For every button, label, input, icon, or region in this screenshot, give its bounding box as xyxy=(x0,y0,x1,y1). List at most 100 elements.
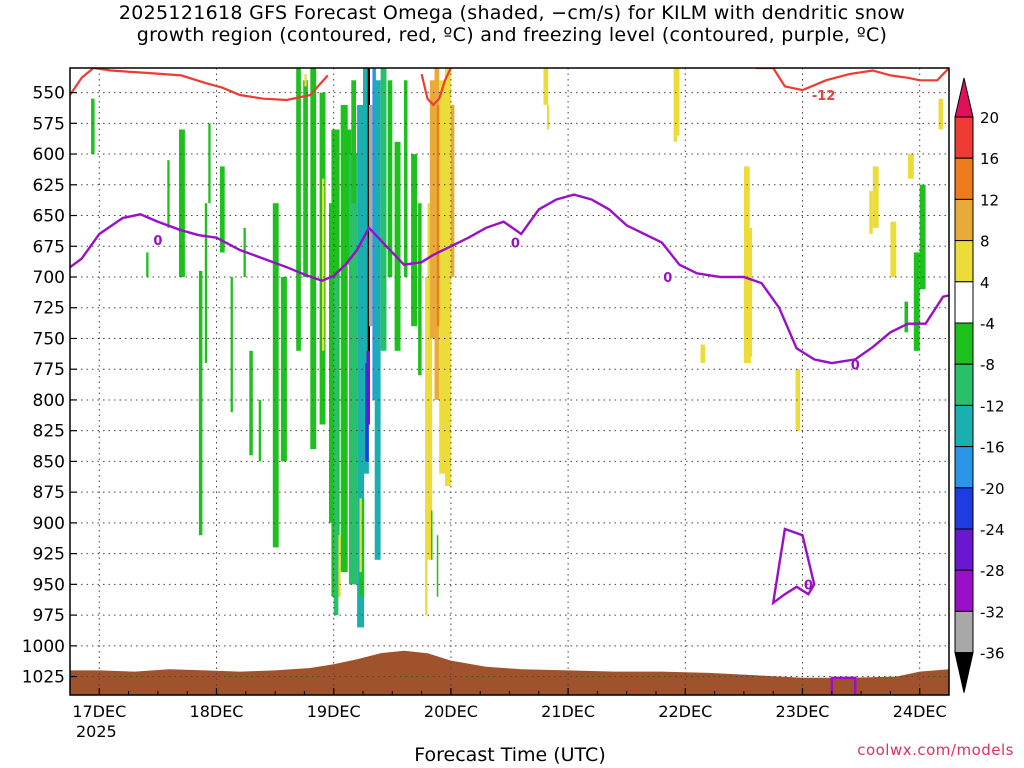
y-tick-label: 875 xyxy=(33,483,65,503)
colorbar-swatch xyxy=(954,404,974,448)
y-tick-label: 750 xyxy=(33,329,65,349)
terrain-fill xyxy=(70,650,949,695)
omega-cell xyxy=(333,277,339,616)
omega-cell xyxy=(91,98,95,154)
omega-cell xyxy=(357,104,365,628)
omega-cell xyxy=(908,154,914,179)
omega-cell xyxy=(366,350,370,425)
omega-cell xyxy=(220,166,225,253)
x-tick-label: 19DEC xyxy=(307,702,361,721)
y-tick-label: 675 xyxy=(33,237,65,257)
omega-cell xyxy=(919,184,926,290)
y-tick-label: 575 xyxy=(33,114,65,134)
colorbar-swatch xyxy=(954,610,974,654)
colorbar-label: -36 xyxy=(980,645,1005,663)
omega-cell xyxy=(351,80,356,204)
y-tick-label: 1000 xyxy=(22,637,65,657)
colorbar-swatch xyxy=(954,363,974,406)
freezing-level-closed-contour xyxy=(771,527,816,606)
omega-cell xyxy=(230,277,233,413)
y-tick-label: 825 xyxy=(33,422,65,442)
omega-cell xyxy=(700,344,706,363)
omega-cell xyxy=(743,277,751,364)
omega-cell xyxy=(167,160,170,228)
omega-cell xyxy=(329,203,334,523)
dendritic-contour-right xyxy=(755,68,949,92)
omega-cell xyxy=(348,154,358,585)
omega-cell xyxy=(204,203,208,363)
dendritic-contour-mid xyxy=(420,68,452,107)
omega-cell xyxy=(869,190,873,234)
omega-cell xyxy=(374,80,381,560)
colorbar-swatch xyxy=(954,322,974,365)
colorbar-swatch xyxy=(954,487,974,530)
omega-cell xyxy=(411,154,417,327)
omega-cell xyxy=(310,68,317,450)
colorbar-label: -20 xyxy=(980,480,1005,498)
colorbar-label: 16 xyxy=(980,150,999,168)
colorbar-label: 4 xyxy=(980,274,990,292)
omega-cell xyxy=(394,141,401,351)
omega-cell xyxy=(913,252,920,351)
y-tick-label: 700 xyxy=(33,268,65,288)
omega-shading xyxy=(91,68,944,628)
x-tick-label: 21DEC xyxy=(541,702,595,721)
omega-cell xyxy=(904,301,908,333)
colorbar-swatch xyxy=(954,528,974,571)
colorbar-label: -8 xyxy=(980,356,995,374)
omega-cell xyxy=(322,178,325,351)
colorbar-top-arrow xyxy=(954,77,974,118)
y-tick-label: 950 xyxy=(33,575,65,595)
colorbar xyxy=(954,77,974,693)
x-tick-label: 20DEC xyxy=(424,702,478,721)
colorbar-swatch xyxy=(954,240,974,283)
colorbar-label: 20 xyxy=(980,109,999,127)
omega-cell xyxy=(258,399,261,462)
colorbar-swatch xyxy=(954,116,974,159)
chart-title-line-2: growth region (contoured, red, ºC) and f… xyxy=(136,24,888,46)
dendritic-contour-left xyxy=(70,68,329,102)
omega-cell xyxy=(387,80,393,277)
x-tick-label: 24DEC xyxy=(893,702,947,721)
x-tick-label: 22DEC xyxy=(658,702,712,721)
omega-cell xyxy=(208,123,211,204)
y-tick-label: 550 xyxy=(33,84,65,104)
freezing-level-label: 0 xyxy=(804,578,813,593)
y-tick-label: 650 xyxy=(33,207,65,227)
omega-cell xyxy=(281,277,287,462)
watermark-link[interactable]: coolwx.com/models xyxy=(857,741,1014,759)
omega-cell xyxy=(303,80,308,277)
omega-cell xyxy=(673,129,678,142)
omega-cell xyxy=(380,68,387,351)
colorbar-label: -28 xyxy=(980,562,1005,580)
colorbar-label: 12 xyxy=(980,191,999,209)
colorbar-label: -16 xyxy=(980,439,1005,457)
freezing-level-label: 0 xyxy=(851,358,860,373)
omega-cell xyxy=(429,80,435,339)
colorbar-label: -24 xyxy=(980,521,1005,539)
colorbar-swatch xyxy=(954,281,974,324)
omega-cell xyxy=(425,277,428,616)
dendritic-contour-label: -12 xyxy=(812,89,836,104)
colorbar-label: -4 xyxy=(980,315,995,333)
y-tick-label: 850 xyxy=(33,452,65,472)
y-tick-label: 725 xyxy=(33,299,65,319)
x-tick-label: 23DEC xyxy=(776,702,830,721)
y-tick-label: 800 xyxy=(33,391,65,411)
y-tick-label: 900 xyxy=(33,514,65,534)
x-tick-label: 18DEC xyxy=(190,702,244,721)
y-tick-label: 600 xyxy=(33,145,65,165)
colorbar-swatch xyxy=(954,569,974,612)
omega-cell xyxy=(890,221,897,277)
omega-cell xyxy=(249,350,253,456)
x-axis-year-label: 2025 xyxy=(76,722,117,741)
colorbar-bottom-arrow xyxy=(954,652,974,693)
y-tick-label: 975 xyxy=(33,606,65,626)
omega-cell xyxy=(368,104,373,327)
freezing-level-label: 0 xyxy=(663,271,672,286)
omega-cell xyxy=(795,369,801,431)
omega-cell xyxy=(418,203,422,376)
omega-cell xyxy=(340,104,348,573)
omega-cell xyxy=(427,203,433,560)
